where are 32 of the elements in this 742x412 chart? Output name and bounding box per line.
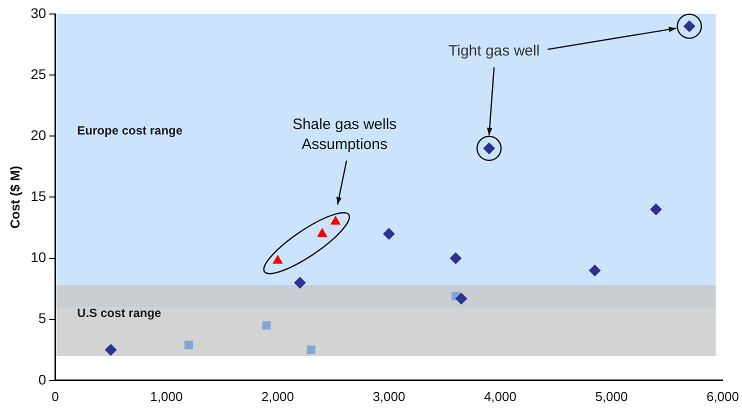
y-tick-label: 0 — [38, 371, 46, 388]
x-tick-label: 3,000 — [372, 388, 406, 404]
annotation: Tight gas well — [448, 42, 540, 60]
point — [262, 321, 271, 330]
x-tick-label: 6,000 — [706, 388, 740, 404]
y-tick-label: 30 — [30, 4, 46, 21]
point — [306, 346, 316, 354]
y-tick-label: 10 — [30, 249, 46, 266]
point — [382, 228, 395, 240]
x-tick-label: 1,000 — [150, 388, 183, 404]
point — [455, 292, 468, 305]
y-axis-title: Cost ($ M) — [7, 166, 22, 229]
point — [184, 340, 193, 350]
point — [104, 344, 117, 356]
y-tick-label: 25 — [30, 66, 46, 82]
point — [294, 276, 306, 289]
y-tick-label: 20 — [30, 126, 46, 143]
x-tick-label: 0 — [52, 388, 59, 404]
x-tick-label: 2,000 — [261, 388, 294, 404]
x-tick-label: 5,000 — [595, 388, 628, 404]
point — [330, 216, 341, 225]
point — [272, 254, 283, 264]
annotation: Shale gas wells Assumptions — [292, 116, 397, 153]
point — [450, 252, 462, 264]
band-label: U.S cost range — [77, 306, 162, 320]
point — [650, 203, 662, 216]
y-tick-label: 15 — [30, 188, 46, 204]
x-tick-label: 4,000 — [484, 388, 516, 404]
y-tick-label: 5 — [38, 310, 46, 326]
point — [588, 264, 601, 276]
point — [317, 228, 328, 237]
band-label: Europe cost range — [77, 124, 183, 138]
